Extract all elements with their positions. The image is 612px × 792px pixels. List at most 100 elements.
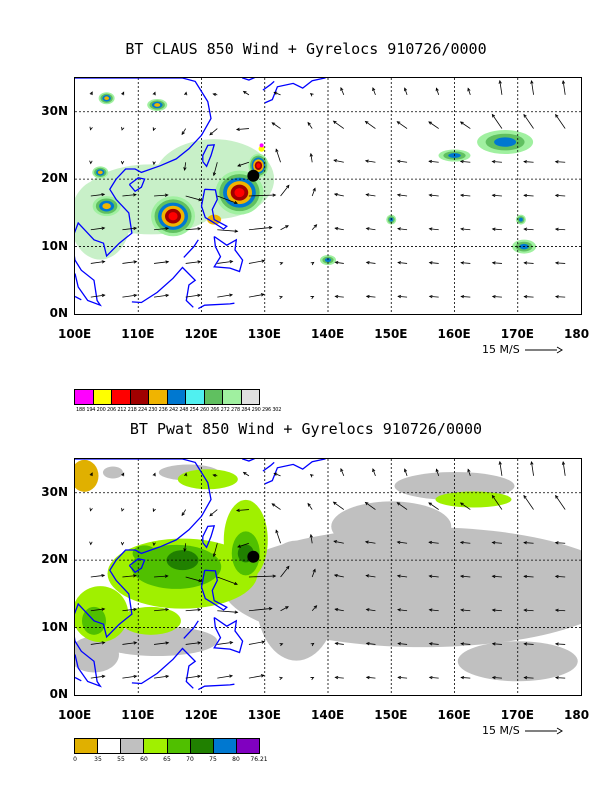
- wind-arrow: [523, 495, 534, 510]
- wind-arrowhead: [397, 642, 402, 646]
- x-tick-label: 150E: [374, 327, 408, 341]
- coastline: [200, 188, 228, 230]
- wind-arrowhead: [523, 193, 528, 198]
- wind-arrow: [122, 194, 137, 197]
- wind-arrowhead: [491, 676, 496, 680]
- wind-arrowhead: [229, 674, 234, 678]
- wind-arrowhead: [340, 468, 344, 472]
- y-tick-label: 0N: [49, 306, 68, 320]
- wind-arrowhead: [133, 674, 138, 679]
- wind-arrowhead: [197, 674, 202, 679]
- wind-arrow: [524, 542, 534, 544]
- y-tick-label: 0N: [49, 687, 68, 701]
- wind-arrowhead: [261, 259, 266, 263]
- wind-arrowhead: [333, 573, 338, 578]
- wind-arrow: [280, 566, 290, 578]
- wind-arrow: [237, 542, 250, 548]
- wind-arrowhead: [164, 193, 169, 197]
- wind-arrow: [398, 643, 408, 645]
- wind-arrowhead: [428, 608, 433, 612]
- wind-arrow: [335, 261, 344, 264]
- wind-arrowhead: [403, 87, 408, 92]
- wind-arrowhead: [234, 200, 238, 205]
- wind-arrow: [184, 162, 187, 171]
- wind-arrowhead: [235, 508, 240, 512]
- wind-arrow: [523, 114, 534, 129]
- wind-arrow: [397, 541, 408, 544]
- wind-arrowhead: [273, 472, 278, 476]
- coastline: [202, 144, 216, 168]
- wind-arrowhead: [460, 227, 464, 231]
- wind-arrow: [154, 194, 168, 197]
- wind-arrowhead: [428, 294, 433, 299]
- wind-arrow: [460, 502, 471, 510]
- wind-arrowhead: [498, 79, 502, 84]
- wind-arrowhead: [365, 261, 370, 265]
- wind-arrow: [340, 468, 345, 477]
- wind-arrow: [185, 195, 202, 201]
- wind-arrowhead: [260, 674, 265, 678]
- wind-arrowhead: [523, 574, 528, 579]
- wind-arrowhead: [312, 187, 316, 192]
- wind-arrowhead: [101, 260, 106, 264]
- wind-arrow: [555, 114, 566, 129]
- wind-arrowhead: [491, 160, 496, 164]
- cloud-contour: [234, 188, 245, 198]
- wind-arrow: [397, 121, 408, 129]
- wind-arrowhead: [307, 121, 311, 126]
- colorbar-tick-label: 65: [163, 756, 171, 763]
- wind-arrow: [492, 677, 502, 679]
- wind-arrow: [531, 461, 534, 476]
- wind-arrowhead: [460, 675, 465, 680]
- wind-arrow: [217, 675, 233, 679]
- wind-arrowhead: [261, 640, 266, 644]
- wind-arrowhead: [309, 152, 313, 157]
- wind-arrow: [555, 677, 566, 679]
- wind-arrowhead: [313, 605, 318, 609]
- y-tick-label: 30N: [41, 103, 68, 118]
- coastline: [262, 80, 275, 91]
- coastline: [213, 616, 244, 654]
- colorbar-tick-label: 0: [73, 756, 77, 763]
- wind-arrow: [429, 295, 439, 298]
- wind-arrow: [524, 194, 534, 197]
- colorbar-swatch: [75, 390, 94, 404]
- wind-arrow: [397, 160, 408, 163]
- pwat-region-65: [132, 545, 157, 562]
- colorbar-swatch: [204, 390, 223, 404]
- wind-arrowhead: [89, 160, 93, 165]
- wind-arrowhead: [133, 226, 138, 231]
- wind-arrow: [531, 80, 534, 95]
- wind-arrow: [237, 161, 250, 167]
- cloud-contour: [104, 96, 110, 101]
- x-tick-label: 170E: [500, 708, 534, 722]
- wind-arrow: [460, 121, 471, 129]
- wind-arrowhead: [313, 224, 318, 228]
- wind-arrow: [460, 541, 471, 544]
- wind-arrowhead: [181, 512, 185, 517]
- wind-arrowhead: [491, 227, 496, 231]
- cloud-contour: [102, 203, 111, 210]
- wind-arrowhead: [491, 261, 496, 265]
- wind-arrowhead: [183, 548, 187, 552]
- wind-arrow: [461, 677, 471, 679]
- cloud-contour: [494, 137, 517, 147]
- wind-arrowhead: [428, 642, 433, 646]
- wind-arrowhead: [333, 540, 338, 544]
- wind-arrowhead: [120, 541, 125, 546]
- coastline: [128, 558, 146, 574]
- wind-arrowhead: [101, 293, 106, 298]
- claus-map: [75, 78, 581, 314]
- wind-arrow: [524, 677, 534, 679]
- wind-arrow: [555, 575, 566, 578]
- wind-arrow: [154, 675, 169, 679]
- wind-arrow: [366, 676, 376, 679]
- wind-arrowhead: [310, 642, 315, 647]
- claus-colorbar: [74, 389, 260, 405]
- wind-arrow: [492, 262, 502, 264]
- wind-arrowhead: [365, 642, 370, 646]
- colorbar-tick-label: 75: [209, 756, 217, 763]
- wind-arrowhead: [334, 294, 339, 299]
- pwat-map-panel: [74, 458, 582, 696]
- wind-arrowhead: [459, 540, 464, 545]
